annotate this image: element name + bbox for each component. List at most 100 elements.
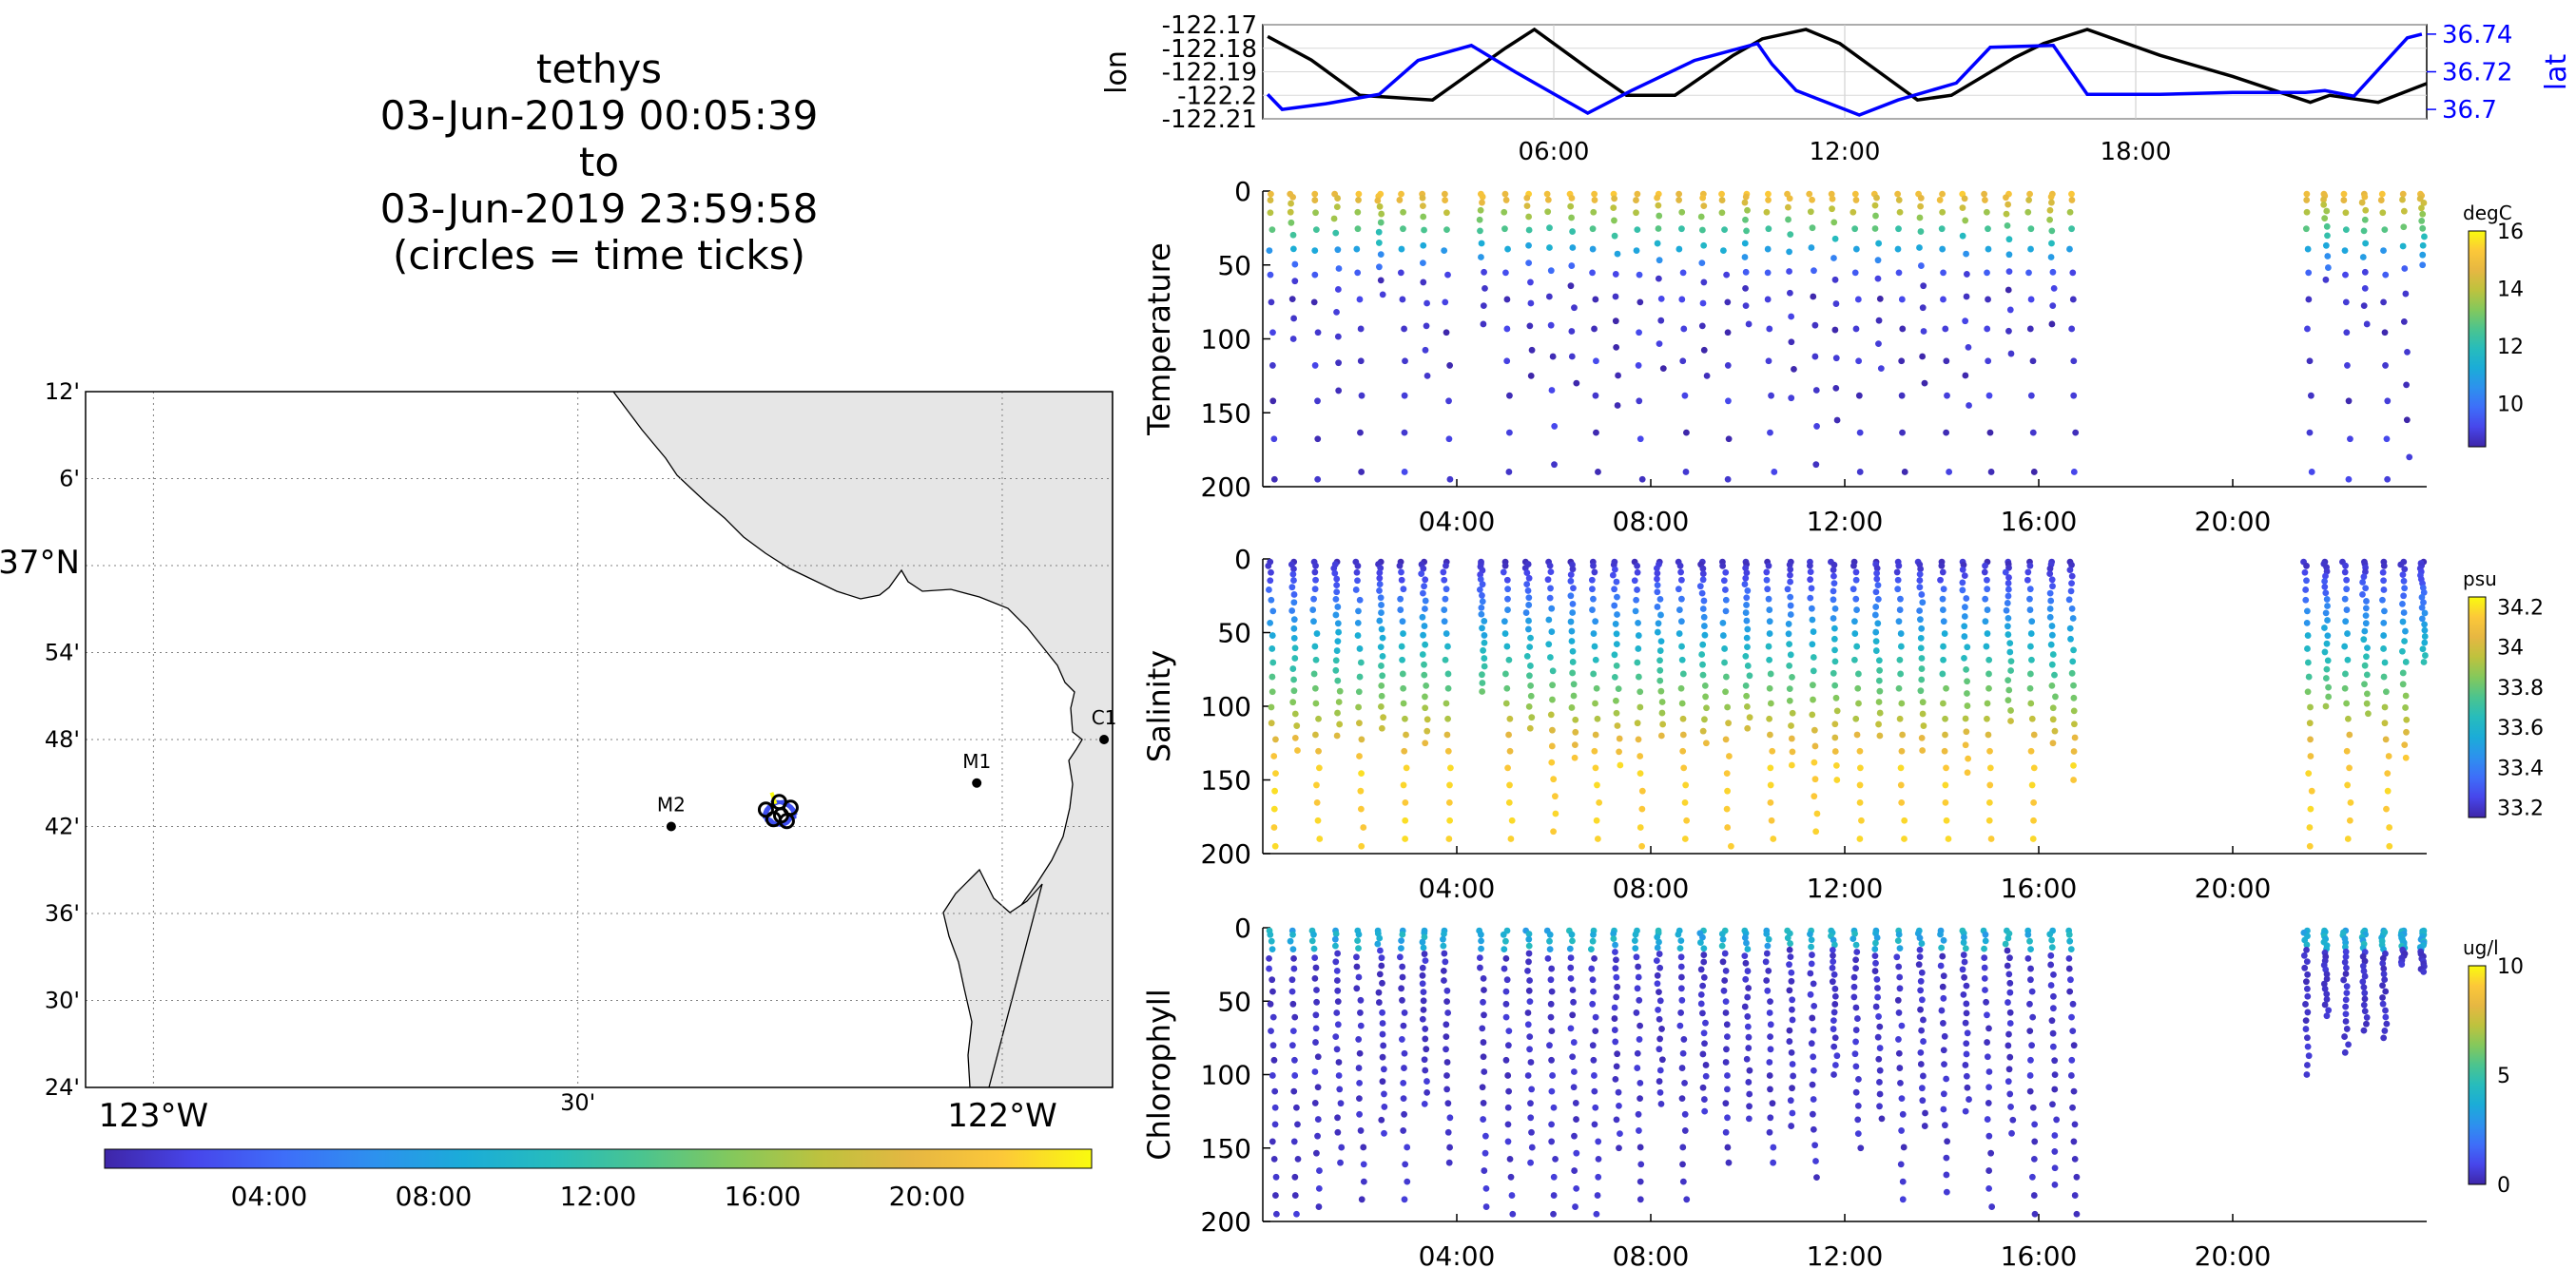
chlorophyll-data-point bbox=[1271, 1104, 1279, 1111]
salinity-data-point bbox=[1742, 574, 1750, 582]
temperature-data-point bbox=[1442, 197, 1449, 203]
salinity-data-point bbox=[1311, 586, 1319, 593]
chlorophyll-data-point bbox=[1744, 1013, 1752, 1020]
chlorophyll-data-point bbox=[1765, 967, 1772, 974]
salinity-data-point bbox=[2007, 667, 2015, 674]
temperature-data-point bbox=[1855, 392, 1863, 399]
chlorophyll-data-point bbox=[1440, 935, 1446, 943]
chlorophyll-data-point bbox=[2303, 985, 2311, 992]
salinity-data-point bbox=[1765, 643, 1772, 650]
temperature-data-point bbox=[2324, 264, 2332, 271]
salinity-data-point bbox=[1291, 735, 1299, 741]
chlorophyll-data-point bbox=[2028, 1042, 2036, 1049]
temperature-data-point bbox=[1442, 298, 1449, 306]
lon-lat-x-tick-label: 06:00 bbox=[1519, 138, 1590, 166]
salinity-data-point bbox=[1898, 747, 1906, 755]
chlorophyll-data-point bbox=[2005, 1078, 2012, 1086]
chlorophyll-data-point bbox=[1812, 1158, 1819, 1164]
temperature-data-point bbox=[1916, 214, 1924, 221]
salinity-data-point bbox=[1594, 836, 1601, 842]
temperature-data-point bbox=[1871, 202, 1879, 209]
chlorophyll-x-tick-label: 04:00 bbox=[1419, 1240, 1496, 1272]
salinity-data-point bbox=[1419, 651, 1426, 658]
salinity-data-point bbox=[2007, 707, 2014, 714]
temperature-data-point bbox=[1962, 217, 1969, 224]
temperature-data-point bbox=[2048, 320, 2056, 328]
salinity-data-point bbox=[1312, 731, 1319, 739]
salinity-data-point bbox=[1398, 643, 1405, 650]
salinity-data-point bbox=[1786, 663, 1793, 669]
temperature-data-point bbox=[2360, 227, 2368, 235]
chlorophyll-data-point bbox=[2047, 961, 2055, 969]
chlorophyll-data-point bbox=[1500, 931, 1507, 938]
chlorophyll-data-point bbox=[1637, 1095, 1643, 1103]
salinity-data-point bbox=[1569, 566, 1577, 573]
chlorophyll-data-point bbox=[1404, 1178, 1411, 1185]
salinity-data-point bbox=[1443, 731, 1451, 739]
temperature-data-point bbox=[1703, 372, 1711, 379]
salinity-data-point bbox=[1856, 747, 1864, 755]
salinity-y-tick-label: 50 bbox=[1217, 618, 1251, 649]
salinity-data-point bbox=[2046, 606, 2054, 612]
chlorophyll-data-point bbox=[1987, 1149, 1995, 1157]
salinity-data-point bbox=[1479, 671, 1485, 679]
chlorophyll-data-point bbox=[1917, 977, 1925, 985]
chlorophyll-data-point bbox=[1769, 1100, 1776, 1107]
chlorophyll-data-point bbox=[1810, 1067, 1817, 1074]
salinity-data-point bbox=[1479, 598, 1486, 606]
temperature-data-point bbox=[1357, 357, 1365, 365]
chlorophyll-data-point bbox=[1440, 967, 1447, 974]
salinity-data-point bbox=[1965, 755, 1972, 762]
temperature-data-point bbox=[1655, 225, 1662, 232]
chlorophyll-data-point bbox=[1676, 945, 1684, 952]
temperature-data-point bbox=[1962, 372, 1969, 379]
chlorophyll-data-point bbox=[1829, 978, 1836, 986]
time-series-charts: -122.17-122.18-122.19-122.2-122.2136.743… bbox=[1100, 11, 2573, 1272]
chlorophyll-colorbar-tick: 10 bbox=[2497, 955, 2524, 979]
chlorophyll-data-point bbox=[1313, 1149, 1320, 1157]
salinity-data-point bbox=[1786, 561, 1793, 568]
chlorophyll-data-point bbox=[1504, 1072, 1512, 1079]
salinity-data-point bbox=[1676, 562, 1684, 569]
chlorophyll-data-point bbox=[1700, 1096, 1708, 1103]
temperature-data-point bbox=[2403, 381, 2411, 389]
temperature-data-point bbox=[1267, 271, 1274, 279]
temperature-data-point bbox=[1334, 195, 1342, 202]
salinity-data-point bbox=[1807, 568, 1814, 576]
chlorophyll-data-point bbox=[1550, 1104, 1558, 1111]
salinity-data-point bbox=[1333, 575, 1341, 583]
chlorophyll-data-point bbox=[1291, 1192, 1299, 1199]
chlorophyll-data-point bbox=[2048, 936, 2056, 944]
temperature-data-point bbox=[1636, 271, 1643, 279]
salinity-data-point bbox=[1378, 625, 1385, 633]
chlorophyll-data-point bbox=[1528, 1086, 1536, 1093]
chlorophyll-data-point bbox=[1700, 973, 1708, 981]
temperature-data-point bbox=[1788, 394, 1795, 402]
salinity-data-point bbox=[2402, 692, 2410, 700]
chlorophyll-data-point bbox=[2302, 1026, 2310, 1032]
temperature-data-point bbox=[2068, 325, 2076, 333]
salinity-data-point bbox=[1637, 703, 1644, 711]
chlorophyll-data-point bbox=[1501, 946, 1508, 953]
chlorophyll-data-point bbox=[1334, 987, 1342, 994]
chlorophyll-data-point bbox=[1502, 988, 1510, 995]
salinity-data-point bbox=[2341, 595, 2349, 603]
salinity-data-point bbox=[1567, 592, 1575, 600]
chlorophyll-data-point bbox=[1963, 1050, 1970, 1058]
salinity-data-point bbox=[1568, 704, 1576, 711]
chlorophyll-data-point bbox=[2050, 971, 2057, 978]
station-label: C1 bbox=[1092, 706, 1117, 729]
temperature-data-point bbox=[1917, 202, 1925, 210]
salinity-data-point bbox=[1549, 667, 1557, 675]
salinity-data-point bbox=[1982, 618, 1989, 625]
salinity-data-point bbox=[1722, 607, 1730, 615]
temperature-data-point bbox=[2361, 216, 2369, 223]
chlorophyll-data-point bbox=[1982, 937, 1989, 945]
temperature-data-point bbox=[1917, 195, 1925, 202]
chlorophyll-data-point bbox=[1746, 1103, 1753, 1110]
temperature-data-point bbox=[1567, 282, 1575, 290]
temperature-data-point bbox=[2324, 232, 2331, 240]
salinity-data-point bbox=[1591, 568, 1598, 576]
salinity-data-point bbox=[2343, 700, 2351, 707]
